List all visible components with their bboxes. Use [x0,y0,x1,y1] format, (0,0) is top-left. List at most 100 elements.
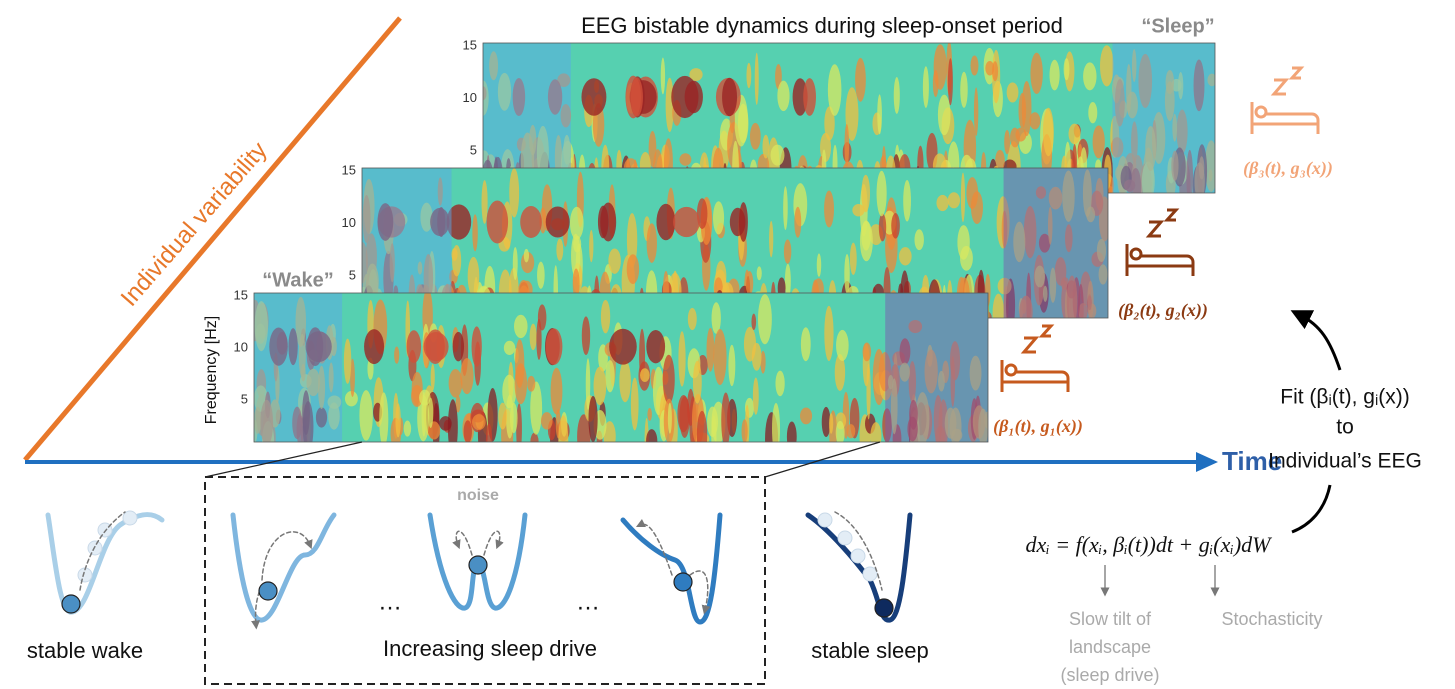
alpha-blob [487,200,509,243]
power-blob [846,424,855,438]
power-blob [1010,128,1020,148]
power-blob [619,360,631,402]
power-blob [948,58,953,105]
y-tick-label: 5 [470,142,477,157]
ellipsis: … [378,588,402,615]
power-blob [472,214,477,251]
power-blob [828,64,842,116]
fit-arrow [1292,485,1330,532]
alpha-blob [625,76,641,119]
power-blob [404,420,411,436]
power-blob [707,406,718,437]
tilt-note: landscape [1069,637,1151,657]
power-blob [787,422,797,452]
power-blob [527,376,535,392]
ghost-ball [851,549,865,563]
figure: Individual variability EEG bistable dyna… [0,0,1455,689]
power-blob [1007,82,1019,102]
y-tick-label: 5 [349,267,356,282]
ghost-ball [838,531,852,545]
power-blob [431,364,435,391]
zoom-line [765,442,880,477]
power-blob [1064,58,1070,80]
power-blob [504,341,515,355]
tilt-note: Slow tilt of [1069,609,1152,629]
power-blob [679,153,691,165]
power-blob [744,327,756,362]
power-blob [938,95,951,136]
power-blob [728,345,735,386]
power-blob [992,61,998,81]
power-blob [468,257,480,296]
power-blob [1088,102,1097,123]
power-blob [524,249,529,262]
bed-icon [1127,244,1193,276]
dashed-arrow [456,531,472,555]
ball [62,595,80,613]
zoom-line [205,442,362,477]
power-blob [860,221,873,261]
power-blob [537,262,545,289]
landscape-label: stable wake [27,638,143,663]
power-blob [688,308,697,330]
fit-arrow [1300,315,1340,370]
zz-icon [1274,68,1301,94]
power-blob [971,191,983,224]
power-blob [721,392,730,447]
power-blob [1100,45,1114,86]
y-tick-label: 15 [342,162,356,177]
pillow [1006,365,1016,375]
ball [674,573,692,591]
power-blob [472,414,486,430]
params-label: (β₂(t), g₂(x)) [1118,300,1208,321]
power-blob [800,407,812,424]
power-blob [960,72,967,108]
power-blob [1004,130,1010,154]
alpha-blob [646,330,665,363]
alpha-blob [546,206,570,237]
power-blob [879,213,886,241]
power-blob [936,195,948,211]
power-blob [428,398,433,428]
power-blob [970,56,978,76]
power-blob [836,421,845,445]
sleep-label: “Sleep” [1141,15,1214,37]
power-blob [974,87,978,136]
variability-label: Individual variability [116,137,273,312]
power-blob [746,271,754,295]
power-blob [556,239,563,261]
power-blob [829,413,833,434]
time-arrowhead [1196,452,1218,472]
alpha-blob [364,329,384,364]
power-blob [464,420,472,443]
power-blob [697,411,707,458]
zz-icon [1149,210,1176,236]
alpha-blob [739,202,748,242]
equation: dxᵢ = f(xᵢ, βᵢ(t))dt + gᵢ(xᵢ)dW [1026,532,1273,557]
power-blob [551,368,563,415]
power-blob [855,58,866,102]
power-blob [914,229,923,250]
power-blob [993,294,1005,334]
spectrograms: 15105(β₃(t), g₃(x))15105(β₂(t), g₂(x))15… [234,37,1333,467]
alpha-blob [407,330,421,363]
power-blob [863,342,872,361]
power-blob [850,243,857,275]
landscape-label: Increasing sleep drive [383,636,597,661]
power-blob [824,191,834,228]
title: EEG bistable dynamics during sleep-onset… [581,13,1063,38]
power-blob [751,314,756,330]
ghost-ball [123,511,137,525]
power-blob [589,230,593,262]
power-blob [775,371,784,397]
alpha-blob [609,329,637,365]
power-blob [961,173,965,222]
power-blob [960,246,973,271]
power-blob [677,395,689,432]
power-blob [646,429,657,453]
power-blob [379,392,388,446]
wake-label: “Wake” [262,269,334,291]
ball [259,582,277,600]
alpha-blob [656,204,675,240]
landscape-label: stable sleep [811,638,928,663]
